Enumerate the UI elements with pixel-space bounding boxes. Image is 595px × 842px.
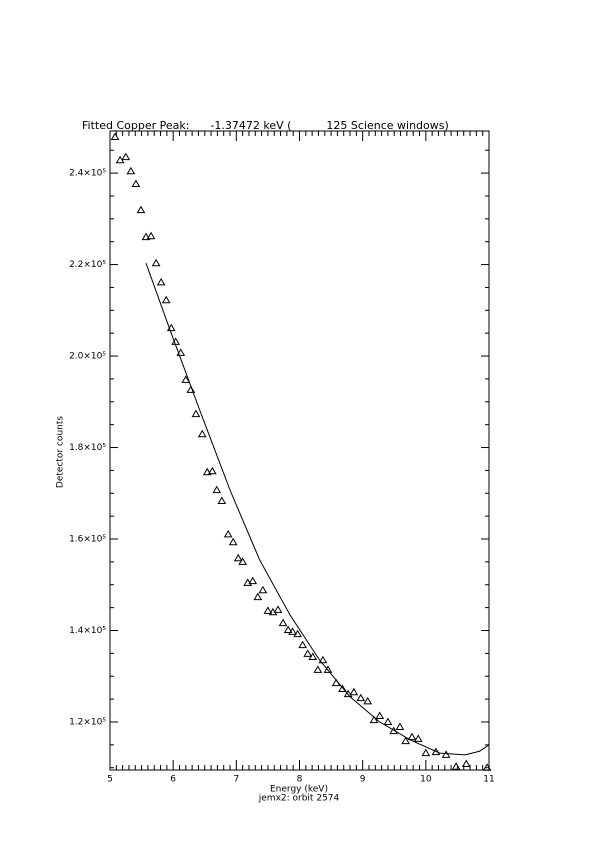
data-point	[253, 592, 263, 601]
x-tick-label: 6	[170, 775, 176, 785]
data-point	[375, 711, 385, 720]
data-point	[283, 625, 293, 634]
y-tick-label: 1.2×10⁵	[69, 717, 106, 727]
x-axis-label: Energy (keV)	[270, 785, 328, 795]
data-point	[401, 736, 410, 745]
data-point	[181, 375, 191, 383]
data-point	[121, 152, 131, 161]
data-point	[461, 759, 471, 768]
data-point	[395, 722, 405, 731]
data-point	[186, 385, 196, 393]
data-point	[338, 684, 347, 693]
data-point	[228, 537, 238, 546]
data-point	[141, 232, 151, 241]
data-point	[136, 205, 146, 214]
y-tick-label: 1.4×10⁵	[69, 626, 106, 636]
data-point	[369, 715, 379, 724]
data-point	[318, 655, 328, 664]
data-point	[356, 693, 366, 702]
data-point	[413, 734, 423, 742]
y-tick-label: 2.4×10⁵	[69, 169, 106, 179]
subtitle: jemx2: orbit 2574	[258, 794, 340, 804]
data-point	[146, 231, 156, 240]
y-tick-label: 2.0×10⁵	[69, 352, 106, 362]
fit-curve	[145, 263, 490, 756]
data-point	[212, 485, 222, 494]
data-point	[197, 429, 207, 438]
data-point	[191, 409, 201, 418]
x-tick-label: 10	[420, 775, 432, 785]
data-point	[343, 689, 353, 698]
data-point	[126, 166, 136, 175]
x-tick-label: 8	[297, 775, 303, 785]
data-point	[202, 467, 212, 476]
data-point	[298, 640, 308, 649]
data-point	[176, 348, 186, 356]
data-point	[258, 585, 268, 594]
data-point	[293, 629, 302, 638]
data-point	[482, 763, 492, 771]
x-tick-label: 7	[233, 775, 239, 785]
y-tick-label: 1.8×10⁵	[69, 443, 106, 453]
chart-title: Fitted Copper Peak: -1.37472 keV ( 125 S…	[82, 119, 449, 132]
data-point	[233, 553, 243, 562]
data-point	[303, 649, 313, 657]
data-point	[383, 717, 393, 725]
data-point	[273, 605, 283, 613]
x-tick-label: 11	[483, 775, 494, 785]
data-point	[217, 496, 227, 505]
data-point	[161, 295, 171, 304]
data-point	[441, 750, 451, 758]
data-point	[288, 627, 297, 635]
data-point	[248, 576, 258, 585]
data-point	[278, 618, 288, 627]
y-tick-label: 1.6×10⁵	[69, 535, 106, 545]
data-point	[363, 696, 373, 705]
data-point	[156, 277, 166, 286]
data-point	[349, 687, 359, 696]
data-point	[131, 179, 141, 188]
data-point	[451, 762, 461, 770]
data-point	[207, 466, 217, 475]
data-point	[421, 748, 431, 757]
data-point	[313, 665, 323, 673]
data-point	[323, 665, 333, 673]
y-tick-label: 2.2×10⁵	[69, 260, 106, 270]
data-point	[407, 732, 417, 741]
y-axis-label: Detector counts	[56, 416, 66, 488]
data-point	[151, 258, 161, 267]
x-tick-label: 9	[360, 775, 366, 785]
data-point	[263, 606, 273, 614]
data-point	[223, 529, 233, 538]
data-point	[238, 557, 248, 565]
data-point	[308, 652, 318, 661]
data-point	[110, 132, 120, 140]
x-tick-label: 5	[107, 775, 113, 785]
